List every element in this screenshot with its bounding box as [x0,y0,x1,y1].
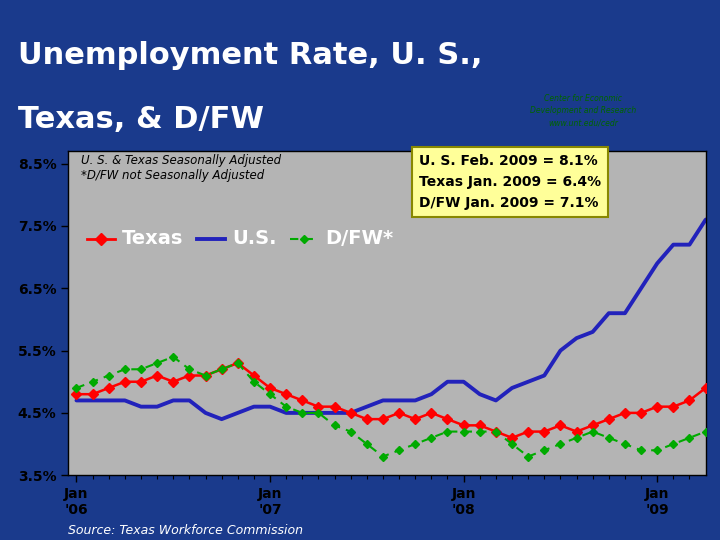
Text: U. S. & Texas Seasonally Adjusted
*D/FW not Seasonally Adjusted: U. S. & Texas Seasonally Adjusted *D/FW … [81,154,282,183]
Text: Source: Texas Workforce Commission: Source: Texas Workforce Commission [68,524,303,537]
Legend: Texas, U.S., D/FW*: Texas, U.S., D/FW* [81,223,399,253]
Text: NORTH·TEXAS: NORTH·TEXAS [495,53,671,73]
Text: Texas, & D/FW: Texas, & D/FW [18,105,264,134]
Text: Unemployment Rate, U. S.,: Unemployment Rate, U. S., [18,41,482,70]
Text: Center for Economic
Development and Research
www.unt.edu/cedr: Center for Economic Development and Rese… [530,94,636,128]
Text: UNIVERSITY OF: UNIVERSITY OF [544,22,622,31]
Text: U. S. Feb. 2009 = 8.1%
Texas Jan. 2009 = 6.4%
D/FW Jan. 2009 = 7.1%: U. S. Feb. 2009 = 8.1% Texas Jan. 2009 =… [419,154,601,210]
